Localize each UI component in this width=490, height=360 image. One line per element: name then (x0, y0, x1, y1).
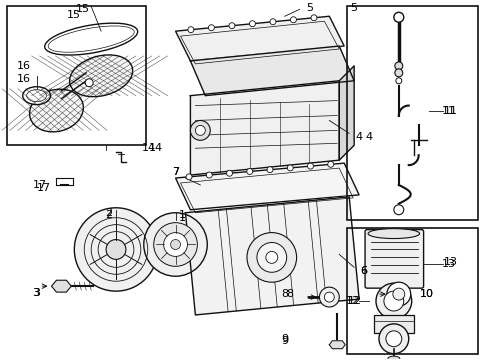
Circle shape (188, 27, 194, 33)
Text: 3: 3 (33, 288, 40, 298)
Ellipse shape (368, 229, 419, 239)
Bar (7, 6, 146, 145)
Polygon shape (191, 46, 354, 96)
Circle shape (208, 25, 215, 31)
Circle shape (395, 62, 403, 70)
Ellipse shape (26, 90, 47, 102)
Circle shape (267, 167, 273, 173)
Circle shape (328, 161, 334, 167)
Circle shape (394, 205, 404, 215)
Polygon shape (185, 197, 359, 315)
Text: 8: 8 (281, 289, 288, 299)
Text: 7: 7 (172, 167, 179, 177)
Text: 10: 10 (419, 289, 434, 299)
Polygon shape (339, 66, 354, 160)
Circle shape (206, 172, 212, 178)
Text: 1: 1 (179, 210, 186, 220)
Text: 16: 16 (17, 74, 31, 84)
Text: 12: 12 (346, 296, 360, 306)
Text: 11: 11 (443, 105, 457, 116)
Circle shape (376, 283, 412, 319)
Circle shape (154, 223, 197, 266)
FancyBboxPatch shape (365, 230, 424, 288)
Ellipse shape (388, 356, 400, 360)
Circle shape (379, 324, 409, 354)
Ellipse shape (29, 89, 83, 132)
Circle shape (266, 251, 278, 264)
Text: 6: 6 (361, 266, 368, 276)
Ellipse shape (23, 87, 50, 105)
Polygon shape (175, 163, 359, 210)
Circle shape (186, 174, 192, 180)
Polygon shape (191, 81, 339, 175)
Text: 17: 17 (32, 180, 47, 190)
Bar (347, 228, 478, 354)
Text: 8: 8 (286, 289, 293, 299)
Text: 12: 12 (348, 296, 362, 306)
Circle shape (171, 239, 180, 249)
Ellipse shape (70, 55, 133, 97)
Circle shape (74, 208, 158, 291)
Text: 16: 16 (17, 61, 31, 71)
Text: 6: 6 (361, 266, 368, 276)
Bar (374, 315, 414, 333)
Circle shape (257, 243, 287, 272)
Text: 17: 17 (36, 183, 50, 193)
Circle shape (319, 287, 339, 307)
Circle shape (396, 78, 402, 84)
Text: 11: 11 (441, 105, 455, 116)
Text: 3: 3 (32, 288, 39, 298)
Text: 7: 7 (172, 167, 179, 177)
Circle shape (386, 331, 402, 347)
Text: 15: 15 (76, 4, 90, 14)
Text: 15: 15 (67, 10, 81, 20)
Circle shape (106, 239, 126, 260)
Text: 5: 5 (351, 3, 358, 13)
Text: 4: 4 (366, 132, 372, 142)
Circle shape (287, 165, 293, 171)
Circle shape (384, 291, 404, 311)
Text: 2: 2 (105, 210, 113, 220)
Text: 14: 14 (148, 143, 163, 153)
Text: 2: 2 (105, 208, 113, 218)
Circle shape (144, 213, 207, 276)
Text: 9: 9 (281, 336, 288, 346)
Circle shape (291, 17, 296, 23)
Circle shape (308, 163, 314, 169)
Text: 9: 9 (281, 334, 288, 344)
Polygon shape (51, 280, 72, 292)
Text: 4: 4 (356, 132, 363, 142)
Text: 13: 13 (443, 257, 457, 267)
Circle shape (164, 233, 188, 256)
Circle shape (324, 292, 334, 302)
Circle shape (270, 19, 276, 25)
Text: 5: 5 (306, 3, 313, 13)
Circle shape (249, 21, 255, 27)
Circle shape (196, 125, 205, 135)
Text: 10: 10 (419, 289, 434, 299)
Text: 14: 14 (142, 143, 156, 153)
Circle shape (85, 79, 93, 87)
Circle shape (191, 121, 210, 140)
Circle shape (311, 15, 317, 21)
Circle shape (394, 12, 404, 22)
Bar (347, 6, 478, 220)
Text: 1: 1 (179, 213, 186, 223)
Circle shape (226, 170, 232, 176)
Circle shape (387, 282, 411, 306)
Polygon shape (329, 341, 345, 349)
Circle shape (229, 23, 235, 29)
Circle shape (247, 168, 253, 175)
Polygon shape (175, 16, 344, 61)
Circle shape (393, 288, 405, 300)
Text: 13: 13 (441, 259, 455, 269)
Circle shape (395, 69, 403, 77)
Circle shape (247, 233, 296, 282)
